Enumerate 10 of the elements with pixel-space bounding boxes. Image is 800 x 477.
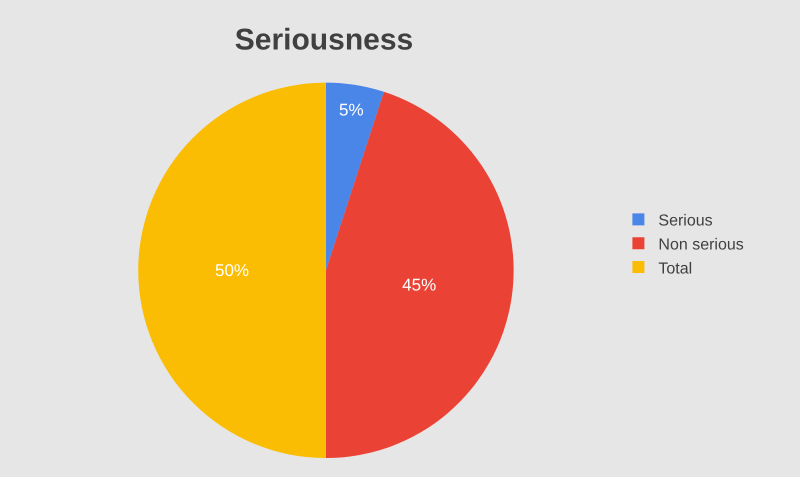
legend-label: Non serious: [658, 236, 744, 254]
pie-slice: [138, 82, 326, 458]
legend-label: Total: [658, 260, 692, 278]
data-label: 50%: [215, 260, 250, 280]
chart-title: Seriousness: [234, 24, 414, 57]
pie-slice: [326, 82, 384, 270]
data-label: 5%: [339, 100, 364, 120]
legend-label: Serious: [658, 212, 713, 230]
data-label: 45%: [402, 276, 436, 295]
pie-slice: [326, 92, 514, 458]
